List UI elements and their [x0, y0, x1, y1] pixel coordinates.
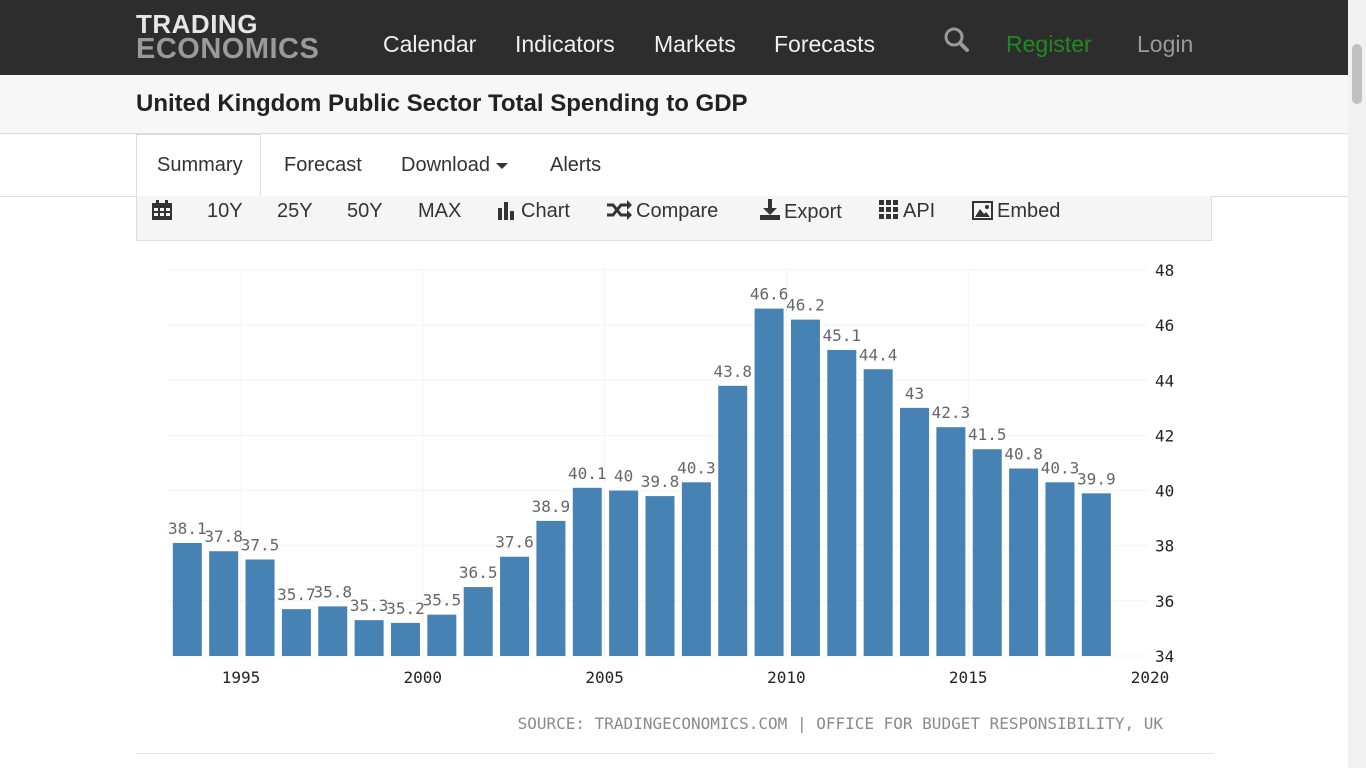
nav-calendar[interactable]: Calendar — [383, 31, 477, 57]
site-logo[interactable]: TRADING ECONOMICS — [136, 9, 320, 65]
download-icon — [760, 199, 780, 220]
tab-download[interactable]: Download — [401, 154, 508, 177]
chart-container — [136, 241, 1214, 754]
nav-markets[interactable]: Markets — [654, 31, 736, 57]
nav-forecasts[interactable]: Forecasts — [774, 31, 875, 57]
api-button[interactable]: API — [879, 199, 935, 223]
compare-button[interactable]: Compare — [606, 199, 718, 223]
embed-button[interactable]: Embed — [972, 199, 1060, 223]
bar-chart-icon — [498, 202, 514, 220]
scrollbar[interactable] — [1348, 0, 1366, 768]
shuffle-icon — [607, 200, 632, 220]
chart-button[interactable]: Chart — [497, 199, 570, 223]
scrollbar-thumb[interactable] — [1352, 44, 1362, 104]
tab-forecast[interactable]: Forecast — [284, 154, 362, 176]
tab-alerts[interactable]: Alerts — [550, 154, 602, 176]
range-50y[interactable]: 50Y — [347, 200, 383, 222]
tab-active-frame — [136, 134, 261, 197]
range-max[interactable]: MAX — [418, 200, 462, 222]
calendar-icon[interactable] — [151, 199, 177, 223]
image-icon — [972, 201, 993, 220]
export-button-label: Export — [784, 201, 842, 223]
page-title: United Kingdom Public Sector Total Spend… — [136, 90, 748, 117]
search-icon[interactable] — [943, 27, 969, 53]
register-link[interactable]: Register — [1006, 31, 1092, 57]
compare-button-label: Compare — [636, 200, 719, 222]
chart-button-label: Chart — [521, 200, 570, 222]
top-navbar — [0, 0, 1348, 75]
chevron-down-icon — [495, 162, 508, 169]
title-bar — [0, 75, 1348, 134]
embed-button-label: Embed — [997, 200, 1061, 222]
login-link[interactable]: Login — [1137, 31, 1194, 57]
range-10y[interactable]: 10Y — [207, 200, 243, 222]
logo-line2: ECONOMICS — [136, 33, 320, 65]
logo-line1: TRADING — [136, 9, 258, 39]
tab-summary[interactable]: Summary — [157, 154, 243, 176]
nav-indicators[interactable]: Indicators — [515, 31, 615, 57]
export-button[interactable]: Export — [760, 199, 842, 223]
api-button-label: API — [903, 200, 936, 222]
chart-toolbar — [136, 196, 1212, 241]
range-25y[interactable]: 25Y — [277, 200, 313, 222]
tab-download-label: Download — [401, 154, 490, 176]
grid-icon — [879, 200, 898, 219]
